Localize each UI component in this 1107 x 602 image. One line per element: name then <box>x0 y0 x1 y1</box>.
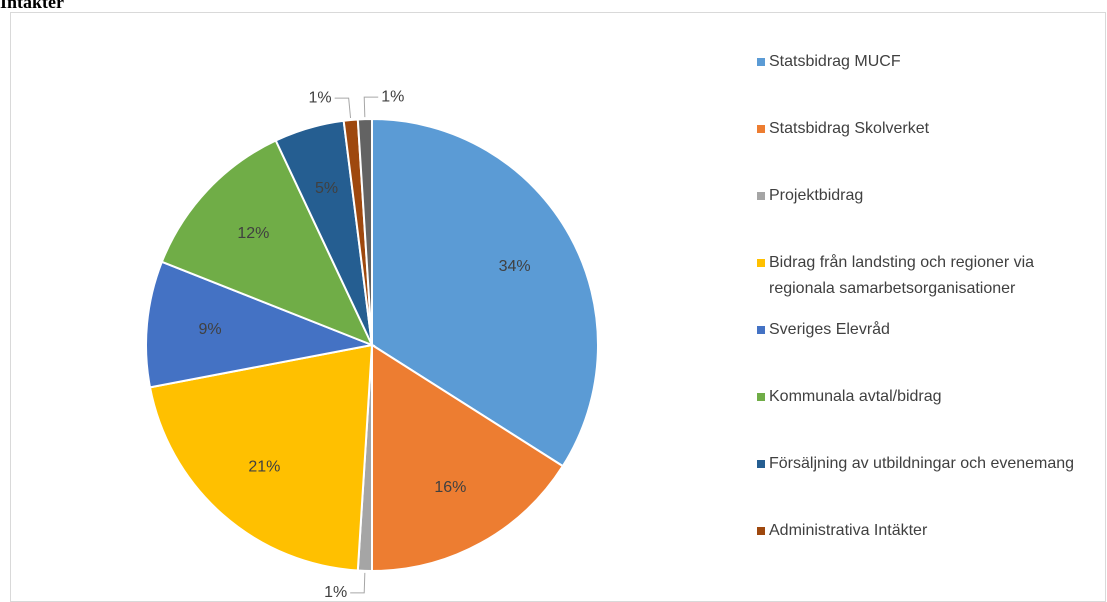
pie-slice <box>371 117 599 468</box>
legend-item: Sveriges Elevråd <box>757 317 1087 343</box>
legend-label: Försäljning av utbildningar och eveneman… <box>769 455 1075 472</box>
legend-swatch <box>757 527 765 535</box>
legend-swatch <box>757 259 765 267</box>
legend-label: Statsbidrag Skolverket <box>769 120 930 137</box>
legend-label: Sveriges Elevråd <box>769 321 890 338</box>
legend-swatch <box>757 460 765 468</box>
legend-label: Bidrag från landsting och regioner via r… <box>769 254 1035 297</box>
legend-item: Bidrag från landsting och regioner via r… <box>757 250 1087 302</box>
leader-line <box>363 96 379 118</box>
chart-title: Intäkter <box>0 0 64 12</box>
legend-swatch <box>757 192 765 200</box>
data-label: 1% <box>324 584 347 597</box>
legend-swatch <box>757 393 765 401</box>
pie-slice <box>145 260 376 389</box>
data-label: 1% <box>381 88 404 105</box>
pie-slice <box>160 139 374 347</box>
pie-slice <box>371 343 565 573</box>
legend-swatch <box>757 125 765 133</box>
legend-label: Administrativa Intäkter <box>769 522 928 539</box>
legend-item: Statsbidrag Skolverket <box>757 116 1087 142</box>
pie-slice <box>148 343 374 572</box>
pie-slice <box>356 117 373 346</box>
leader-line <box>334 97 352 119</box>
legend-item: Administrativa Intäkter <box>757 518 1087 544</box>
data-label: 5% <box>315 180 338 197</box>
data-label: 16% <box>434 479 466 496</box>
data-label: 21% <box>248 458 280 475</box>
legend-label: Statsbidrag MUCF <box>769 53 901 70</box>
legend-item: Statsbidrag MUCF <box>757 49 1087 75</box>
legend-swatch <box>757 58 765 66</box>
leader-line <box>350 572 366 594</box>
legend-item: Kommunala avtal/bidrag <box>757 384 1087 410</box>
data-label: 34% <box>499 258 531 275</box>
data-label: 1% <box>309 89 332 106</box>
legend-swatch <box>757 326 765 334</box>
legend-item: Försäljning av utbildningar och eveneman… <box>757 451 1087 477</box>
legend-item: Projektbidrag <box>757 183 1087 209</box>
data-label: 9% <box>198 321 221 338</box>
data-label: 12% <box>237 225 269 242</box>
legend-label: Projektbidrag <box>769 187 864 204</box>
legend-label: Kommunala avtal/bidrag <box>769 388 942 405</box>
